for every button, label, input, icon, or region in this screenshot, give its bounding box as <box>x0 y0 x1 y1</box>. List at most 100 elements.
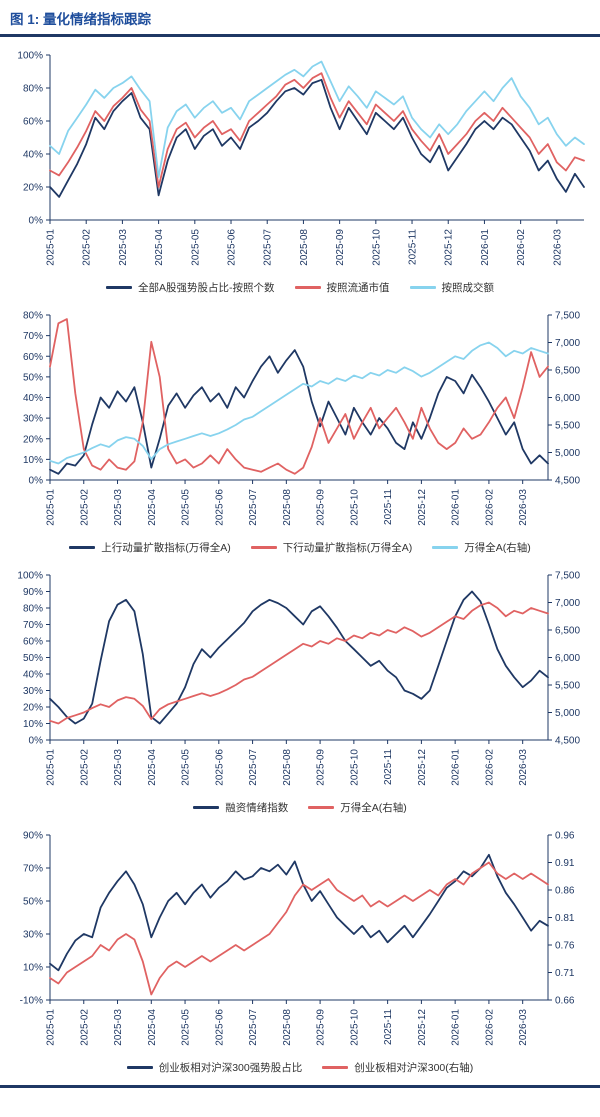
axis-tick-label: 60% <box>23 352 43 363</box>
axis-tick-label: 2025-01 <box>46 1009 57 1046</box>
axis-tick-label: 2026-01 <box>451 749 462 786</box>
axis-tick-label: 2025-09 <box>316 489 327 526</box>
legend-label: 万得全A(右轴) <box>464 542 531 554</box>
series-line-4-2 <box>49 861 549 996</box>
axis-tick-label: 2025-05 <box>190 229 201 266</box>
axis-tick-label: 7,000 <box>555 338 580 349</box>
axis-tick-label: 0.71 <box>555 968 575 979</box>
axis-tick-label: 2025-07 <box>248 1009 259 1046</box>
axis-tick-label: 20% <box>23 703 43 714</box>
axis-tick-label: 20% <box>23 183 43 194</box>
legend-line-marker <box>432 546 459 549</box>
axis-tick-label: 2025-12 <box>417 1009 428 1046</box>
series-line-3-2 <box>49 601 549 725</box>
axis-tick-label: 2025-02 <box>79 489 90 526</box>
axis-tick-label: 60% <box>23 637 43 648</box>
axis-tick-label: 2025-09 <box>316 1009 327 1046</box>
axis-tick-label: -10% <box>20 996 43 1007</box>
axis-tick-label: 2025-09 <box>335 229 346 266</box>
axis-tick-label: 100% <box>17 571 43 582</box>
axis-tick-label: 2026-02 <box>516 229 527 266</box>
axis-tick-label: 7,000 <box>555 598 580 609</box>
legend-label: 按照流通市值 <box>326 282 390 294</box>
axis-tick-label: 6,500 <box>555 626 580 637</box>
axis-tick-label: 2025-08 <box>282 749 293 786</box>
legend-item: 全部A股强势股占比-按照个数 <box>106 280 275 295</box>
axis-tick-label: 90% <box>23 587 43 598</box>
axis-tick-label: 2025-11 <box>383 749 394 785</box>
axis-tick-label: 2026-01 <box>451 489 462 526</box>
axis-tick-label: 2025-01 <box>46 749 57 786</box>
legend-item: 下行动量扩散指标(万得全A) <box>250 540 412 555</box>
legend-item: 万得全A(右轴) <box>432 540 531 555</box>
series-line-1-1 <box>49 78 585 198</box>
axis-tick-label: 2025-09 <box>316 749 327 786</box>
chart-legend-2: 上行动量扩散指标(万得全A) 下行动量扩散指标(万得全A) 万得全A(右轴) <box>0 540 600 555</box>
axis-tick-label: 2025-02 <box>79 1009 90 1046</box>
axis-tick-label: 0.76 <box>555 941 575 952</box>
axis-tick-label: 0.66 <box>555 996 575 1007</box>
axis-tick-label: 2025-11 <box>383 489 394 525</box>
axis-tick-label: 80% <box>23 604 43 615</box>
axis-tick-label: 7,500 <box>555 311 580 322</box>
bottom-rule <box>0 1085 600 1088</box>
axis-tick-label: 5,500 <box>555 681 580 692</box>
axis-tick-label: 2025-04 <box>147 1009 158 1046</box>
legend-item: 上行动量扩散指标(万得全A) <box>69 540 231 555</box>
axis-tick-label: 0.86 <box>555 886 575 897</box>
legend-line-marker <box>250 546 277 549</box>
figure-title: 图 1: 量化情绪指标跟踪 <box>10 12 152 27</box>
legend-line-marker <box>308 806 335 809</box>
axis-tick-label: 70% <box>23 864 43 875</box>
axis-tick-label: 4,500 <box>555 736 580 747</box>
axis-tick-label: 0% <box>29 476 44 487</box>
axis-tick-label: 2025-12 <box>417 749 428 786</box>
legend-label: 按照成交额 <box>441 282 495 294</box>
axis-tick-label: 50% <box>23 897 43 908</box>
axis-tick-label: 2026-02 <box>484 1009 495 1046</box>
axis-tick-label: 70% <box>23 620 43 631</box>
axis-tick-label: 2026-02 <box>484 489 495 526</box>
legend-item: 按照流通市值 <box>294 280 390 295</box>
chart-legend-3: 融资情绪指数 万得全A(右轴) <box>0 800 600 815</box>
chart-legend-1: 全部A股强势股占比-按照个数 按照流通市值 按照成交额 <box>0 280 600 295</box>
axis-tick-label: 2025-05 <box>181 489 192 526</box>
axis-tick-label: 2025-10 <box>371 229 382 266</box>
axis-tick-label: 6,500 <box>555 366 580 377</box>
axis-tick-label: 10% <box>23 963 43 974</box>
series-line-2-1 <box>49 349 549 475</box>
axis-tick-label: 2026-01 <box>451 1009 462 1046</box>
legend-item: 按照成交额 <box>409 280 495 295</box>
axis-tick-label: 6,000 <box>555 393 580 404</box>
chart-panel-1: 0% 20% 40% 60% 80% 100% 2025-01 2025-02 2025-03 2… <box>0 45 600 295</box>
axis-tick-label: 5,000 <box>555 448 580 459</box>
axis-tick-label: 0.91 <box>555 858 575 869</box>
axis-tick-label: 80% <box>23 311 43 322</box>
axis-tick-label: 2025-05 <box>181 1009 192 1046</box>
axis-tick-label: 2025-08 <box>299 229 310 266</box>
axis-tick-label: 2025-12 <box>417 489 428 526</box>
report-figure-page: 图 1: 量化情绪指标跟踪 0% 20% 40% 60% 80% 100% 2025-01 2… <box>0 0 600 1088</box>
legend-label: 融资情绪指数 <box>225 802 289 814</box>
legend-line-marker <box>322 1066 349 1069</box>
axis-tick-label: 10% <box>23 455 43 466</box>
axis-tick-label: 0.96 <box>555 831 575 842</box>
axis-tick-label: 2025-03 <box>118 229 129 266</box>
series-line-3-1 <box>49 590 549 725</box>
axis-tick-label: 2026-03 <box>518 749 529 786</box>
legend-line-marker <box>294 286 321 289</box>
series-line-1-2 <box>49 72 585 188</box>
axis-tick-label: 2025-05 <box>181 749 192 786</box>
axis-tick-label: 5,500 <box>555 421 580 432</box>
axis-tick-label: 40% <box>23 670 43 681</box>
axis-tick-label: 2025-06 <box>227 229 238 266</box>
axis-tick-label: 2025-10 <box>349 1009 360 1046</box>
charts-container: 0% 20% 40% 60% 80% 100% 2025-01 2025-02 2025-03 2… <box>0 45 600 1075</box>
axis-tick-label: 2025-02 <box>79 749 90 786</box>
axis-tick-label: 0% <box>29 216 44 227</box>
figure-header: 图 1: 量化情绪指标跟踪 <box>0 0 600 37</box>
axis-tick-label: 20% <box>23 434 43 445</box>
axis-tick-label: 2025-04 <box>147 489 158 526</box>
axis-tick-label: 40% <box>23 150 43 161</box>
legend-item: 创业板相对沪深300强势股占比 <box>126 1060 302 1075</box>
